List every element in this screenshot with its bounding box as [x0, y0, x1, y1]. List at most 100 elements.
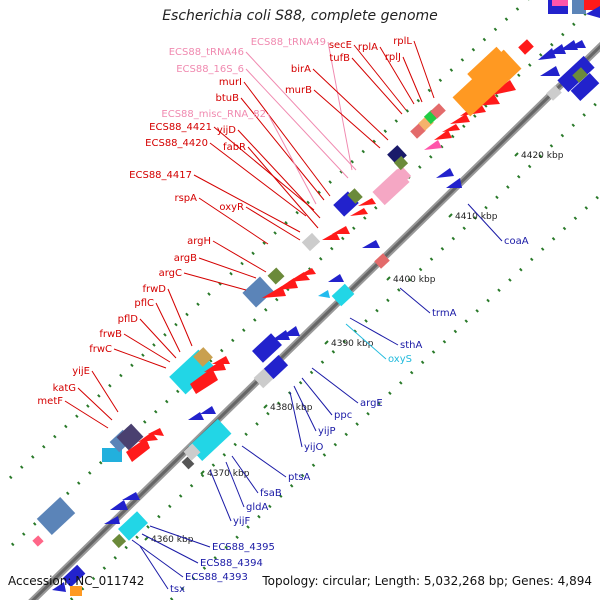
gene-label[interactable]: sthA — [400, 340, 422, 351]
leader-line — [149, 525, 211, 548]
feature-arrow — [568, 40, 586, 48]
feature-block — [546, 85, 562, 101]
tick-label: 4410 kbp — [455, 212, 498, 222]
gene-label[interactable]: ECS88_4417 — [129, 170, 192, 181]
feature-arrow — [548, 44, 566, 54]
gene-label[interactable]: ECS88_4394 — [200, 558, 263, 569]
feature-arrow — [540, 66, 560, 76]
feature-block — [62, 564, 86, 588]
gene-label[interactable]: ECS88_misc_RNA_82 — [161, 109, 266, 120]
reverse-features — [52, 40, 600, 596]
leader-line — [327, 41, 353, 171]
gene-label[interactable]: fabR — [223, 142, 246, 153]
tick-mark — [448, 213, 453, 218]
gene-label[interactable]: yijD — [217, 125, 236, 136]
leader-line — [293, 385, 317, 432]
gene-label[interactable]: rplJ — [385, 52, 401, 63]
feature-block — [393, 155, 409, 171]
tick-mark — [514, 152, 519, 157]
gene-label[interactable]: birA — [291, 64, 311, 75]
gene-label[interactable]: ECS88_tRNA49 — [251, 37, 326, 48]
leader-line — [123, 333, 171, 363]
leader-line — [77, 387, 113, 421]
gene-label[interactable]: yijO — [304, 442, 323, 453]
gene-label[interactable]: rplA — [358, 42, 378, 53]
gene-label[interactable]: yijF — [233, 516, 250, 527]
leader-line — [213, 126, 315, 211]
tick-label: 4360 kbp — [151, 535, 194, 545]
genome-summary-text: Topology: circular; Length: 5,032,268 bp… — [262, 574, 592, 588]
feature-arrow — [298, 268, 316, 276]
gene-label[interactable]: ECS88_16S_6 — [176, 64, 244, 75]
tick-mark — [200, 470, 205, 475]
gene-label[interactable]: pflD — [118, 314, 139, 325]
leader-line — [379, 46, 415, 105]
gene-label[interactable]: ECS88_4420 — [145, 138, 208, 149]
feature-block — [118, 511, 148, 541]
feature-block — [102, 448, 122, 462]
leader-line — [402, 56, 423, 103]
gene-label[interactable]: yijP — [318, 426, 336, 437]
gene-label[interactable]: tufB — [329, 53, 350, 64]
gene-label[interactable]: frwB — [99, 329, 122, 340]
gene-label[interactable]: coaA — [504, 236, 529, 247]
gene-label[interactable]: argC — [159, 268, 182, 279]
leader-line — [139, 318, 177, 359]
gene-label[interactable]: trmA — [432, 308, 457, 319]
label-leader-lines — [64, 40, 503, 590]
feature-arrow — [362, 240, 380, 248]
gene-label[interactable]: yijE — [72, 366, 90, 377]
leader-line — [301, 377, 333, 416]
leader-line — [245, 51, 357, 171]
tick-label: 4380 kbp — [270, 403, 313, 413]
feature-block — [242, 276, 274, 308]
gene-label[interactable]: murI — [219, 77, 242, 88]
feature-arrow — [148, 428, 164, 436]
gene-label[interactable]: tsx — [170, 584, 185, 595]
gene-label[interactable]: gldA — [246, 502, 268, 513]
feature-block — [183, 443, 201, 461]
tick-mark — [324, 340, 329, 345]
gene-label[interactable]: frwC — [89, 344, 112, 355]
gene-label[interactable]: argE — [360, 398, 383, 409]
feature-arrow — [122, 492, 140, 500]
gene-label[interactable]: ECS88_4395 — [212, 542, 275, 553]
gene-label[interactable]: rplL — [393, 36, 412, 47]
gene-label[interactable]: fsaB — [260, 488, 282, 499]
gene-label[interactable]: argH — [187, 236, 211, 247]
gene-label[interactable]: murB — [285, 85, 312, 96]
gene-label[interactable]: pflC — [134, 298, 154, 309]
gene-label[interactable]: rspA — [174, 193, 197, 204]
feature-arrow — [282, 326, 300, 336]
gene-label[interactable]: metF — [37, 396, 63, 407]
gene-label[interactable]: ECS88_4393 — [185, 572, 248, 583]
feature-arrow — [434, 130, 452, 140]
leader-line — [312, 68, 389, 141]
feature-arrow — [272, 330, 290, 340]
gene-label[interactable]: oxyS — [388, 354, 412, 365]
gene-label[interactable]: btuB — [216, 93, 240, 104]
gene-label[interactable]: secE — [329, 40, 352, 51]
feature-arrow — [446, 178, 462, 188]
gene-label[interactable]: frwD — [142, 284, 166, 295]
leader-line — [155, 302, 181, 353]
leader-line — [198, 197, 269, 245]
feature-arrow — [586, 6, 600, 18]
feature-arrow — [318, 290, 330, 298]
feature-arrow — [332, 226, 350, 234]
feature-block — [267, 267, 285, 285]
feature-arrow — [104, 516, 120, 524]
gene-label[interactable]: ECS88_4421 — [149, 122, 212, 133]
gene-label[interactable]: ptsA — [288, 472, 310, 483]
feature-block — [70, 586, 82, 596]
feature-block — [518, 39, 534, 55]
gene-label[interactable]: argB — [174, 253, 197, 264]
gene-label[interactable]: oxyR — [219, 202, 244, 213]
tick-label: 4390 kbp — [331, 339, 374, 349]
feature-arrow — [350, 208, 368, 216]
gene-label[interactable]: ppc — [334, 410, 352, 421]
gene-label[interactable]: ECS88_tRNA46 — [169, 47, 244, 58]
leader-line — [209, 469, 232, 522]
gene-label[interactable]: katG — [53, 383, 76, 394]
